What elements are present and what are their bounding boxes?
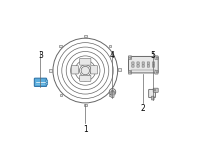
FancyBboxPatch shape: [137, 62, 139, 64]
FancyBboxPatch shape: [128, 56, 132, 59]
FancyBboxPatch shape: [111, 91, 114, 97]
Text: 5: 5: [150, 51, 155, 60]
FancyBboxPatch shape: [132, 62, 134, 64]
FancyBboxPatch shape: [111, 92, 112, 93]
FancyBboxPatch shape: [109, 45, 111, 47]
FancyBboxPatch shape: [109, 94, 111, 96]
FancyBboxPatch shape: [147, 62, 150, 64]
Circle shape: [156, 72, 158, 73]
FancyBboxPatch shape: [91, 66, 98, 74]
FancyBboxPatch shape: [45, 80, 48, 82]
FancyBboxPatch shape: [111, 94, 112, 95]
FancyBboxPatch shape: [149, 89, 155, 98]
FancyBboxPatch shape: [114, 92, 115, 93]
Text: 4: 4: [110, 51, 115, 60]
FancyBboxPatch shape: [118, 68, 121, 71]
Text: 1: 1: [83, 125, 88, 134]
FancyBboxPatch shape: [155, 71, 158, 74]
FancyBboxPatch shape: [114, 94, 115, 95]
FancyBboxPatch shape: [129, 56, 158, 73]
Circle shape: [111, 90, 114, 93]
FancyBboxPatch shape: [132, 65, 134, 67]
Circle shape: [154, 89, 156, 91]
FancyBboxPatch shape: [142, 65, 144, 67]
FancyBboxPatch shape: [152, 65, 155, 67]
FancyBboxPatch shape: [34, 78, 47, 86]
Circle shape: [156, 57, 158, 58]
FancyBboxPatch shape: [137, 65, 139, 67]
FancyBboxPatch shape: [152, 62, 155, 64]
FancyBboxPatch shape: [45, 82, 48, 85]
FancyBboxPatch shape: [84, 104, 87, 106]
FancyBboxPatch shape: [80, 58, 91, 65]
FancyBboxPatch shape: [72, 66, 78, 74]
FancyBboxPatch shape: [84, 35, 87, 37]
Circle shape: [130, 72, 131, 73]
FancyBboxPatch shape: [142, 62, 144, 64]
FancyBboxPatch shape: [147, 65, 150, 67]
FancyBboxPatch shape: [49, 69, 52, 72]
Circle shape: [81, 66, 90, 75]
FancyBboxPatch shape: [155, 56, 158, 59]
Text: 2: 2: [141, 104, 146, 113]
FancyBboxPatch shape: [151, 96, 154, 100]
Circle shape: [130, 57, 131, 58]
Text: 3: 3: [38, 51, 43, 60]
FancyBboxPatch shape: [60, 94, 62, 96]
FancyBboxPatch shape: [80, 75, 91, 81]
Circle shape: [109, 89, 116, 95]
FancyBboxPatch shape: [59, 45, 62, 47]
FancyBboxPatch shape: [128, 71, 132, 74]
FancyBboxPatch shape: [153, 88, 158, 92]
